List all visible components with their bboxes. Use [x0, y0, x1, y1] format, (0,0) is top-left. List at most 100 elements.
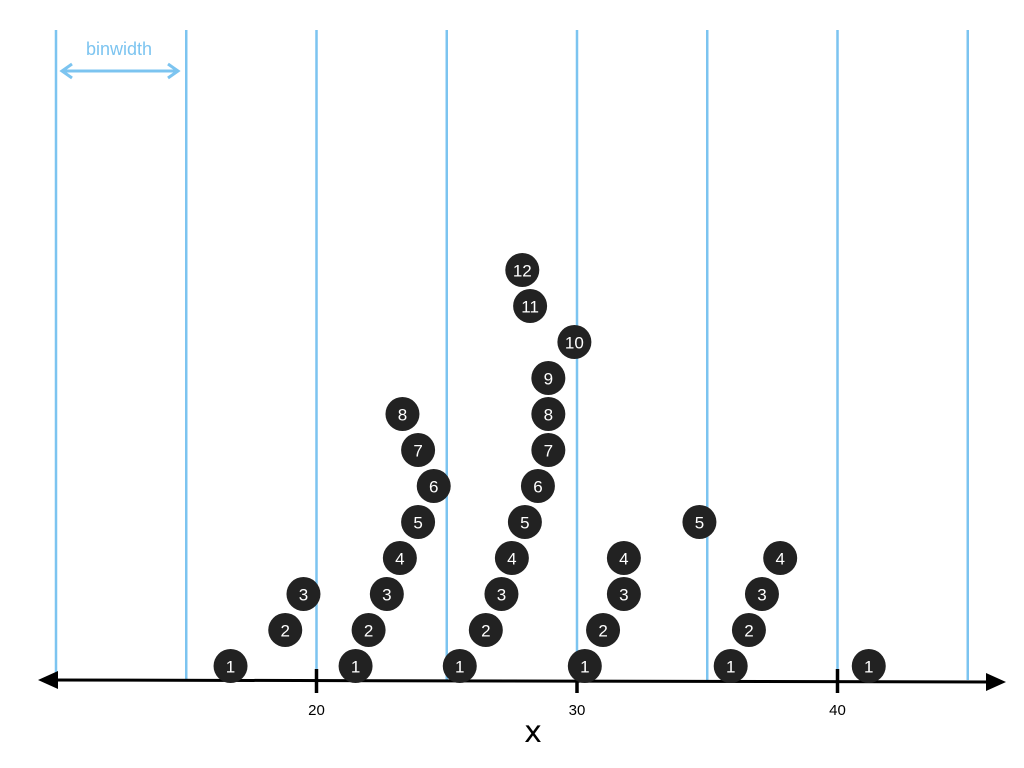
x-tick-label: 20 [308, 702, 325, 719]
data-dot: 6 [520, 469, 555, 503]
dot-count-label: 3 [299, 586, 308, 605]
dot-circle [442, 649, 477, 683]
binwidth-annotation: binwidth [59, 39, 181, 80]
dot-count-label: 3 [619, 586, 628, 605]
x-tick-label: 30 [569, 702, 586, 719]
dot-count-label: 2 [481, 622, 490, 641]
dot-circle [401, 433, 436, 467]
dot-circle [382, 541, 417, 575]
dot-count-label: 4 [619, 550, 628, 569]
binwidth-label: binwidth [86, 39, 152, 59]
dot-circle [731, 613, 766, 647]
dot-count-label: 6 [533, 478, 542, 497]
dot-count-label: 10 [565, 334, 584, 353]
data-dot: 3 [369, 577, 404, 611]
x-axis: 20 30 40 x [38, 669, 1006, 750]
dot-circle [531, 397, 566, 431]
dot-circle [520, 469, 555, 503]
dot-circle [401, 505, 436, 539]
dot-circle [682, 505, 717, 539]
dot-circle [484, 577, 519, 611]
dot-circle [416, 469, 451, 503]
dot-count-label: 1 [864, 658, 873, 677]
data-dot: 2 [731, 613, 766, 647]
dot-circle [468, 613, 503, 647]
dot-count-label: 3 [497, 586, 506, 605]
dot-circle [744, 577, 779, 611]
dot-count-label: 8 [544, 406, 553, 425]
dot-circle [286, 577, 321, 611]
x-tick-label: 40 [829, 702, 846, 719]
data-dot: 4 [763, 541, 798, 575]
dot-circle [213, 649, 248, 683]
dot-circle [763, 541, 798, 575]
data-dot: 5 [682, 505, 717, 539]
dot-count-label: 1 [351, 658, 360, 677]
dot-count-label: 5 [413, 514, 422, 533]
data-dot: 12 [505, 253, 540, 287]
dot-count-label: 6 [429, 478, 438, 497]
dot-circle [338, 649, 373, 683]
dot-circle [531, 361, 566, 395]
dot-count-label: 2 [281, 622, 290, 641]
data-dot: 1 [851, 649, 886, 683]
dot-circle [268, 613, 303, 647]
data-dot: 1 [713, 649, 748, 683]
dot-count-label: 5 [695, 514, 704, 533]
dot-count-label: 8 [398, 406, 407, 425]
dot-count-label: 1 [580, 658, 589, 677]
dot-count-label: 7 [413, 442, 422, 461]
data-dot: 4 [494, 541, 529, 575]
data-dot: 2 [268, 613, 303, 647]
dot-circle [586, 613, 621, 647]
dot-circle [557, 325, 592, 359]
data-dot: 3 [744, 577, 779, 611]
dot-circle [513, 289, 548, 323]
data-dot: 9 [531, 361, 566, 395]
data-dot: 4 [382, 541, 417, 575]
dot-count-label: 1 [455, 658, 464, 677]
dot-count-label: 12 [513, 262, 532, 281]
dot-circle [351, 613, 386, 647]
dot-circle [713, 649, 748, 683]
data-dot: 2 [468, 613, 503, 647]
dot-circle [494, 541, 529, 575]
data-dot: 1 [442, 649, 477, 683]
data-dot: 11 [513, 289, 548, 323]
dot-circle [851, 649, 886, 683]
data-dot: 3 [286, 577, 321, 611]
data-dot: 1 [567, 649, 602, 683]
dot-count-label: 9 [544, 370, 553, 389]
x-axis-right-arrowhead [986, 673, 1006, 691]
data-dot: 2 [586, 613, 621, 647]
dot-count-label: 2 [598, 622, 607, 641]
x-axis-title: x [524, 715, 542, 750]
dot-count-label: 1 [226, 658, 235, 677]
dot-count-label: 5 [520, 514, 529, 533]
binwidth-arrow-left-head [59, 62, 73, 80]
data-dot: 5 [507, 505, 542, 539]
dot-count-label: 7 [544, 442, 553, 461]
data-dot: 7 [401, 433, 436, 467]
dot-count-label: 2 [364, 622, 373, 641]
dot-circle [531, 433, 566, 467]
data-dot: 1 [213, 649, 248, 683]
dot-count-label: 3 [382, 586, 391, 605]
dot-circle [505, 253, 540, 287]
dot-count-label: 2 [744, 622, 753, 641]
dot-count-label: 4 [775, 550, 784, 569]
dot-circle [385, 397, 420, 431]
data-dot: 5 [401, 505, 436, 539]
dot-circle [606, 577, 641, 611]
dot-count-label: 1 [726, 658, 735, 677]
dot-circle [567, 649, 602, 683]
dot-count-label: 4 [507, 550, 516, 569]
dot-circle [606, 541, 641, 575]
dot-circle [507, 505, 542, 539]
binwidth-arrow-right-head [167, 62, 181, 80]
data-dot: 8 [531, 397, 566, 431]
data-dot: 7 [531, 433, 566, 467]
data-dot: 3 [606, 577, 641, 611]
